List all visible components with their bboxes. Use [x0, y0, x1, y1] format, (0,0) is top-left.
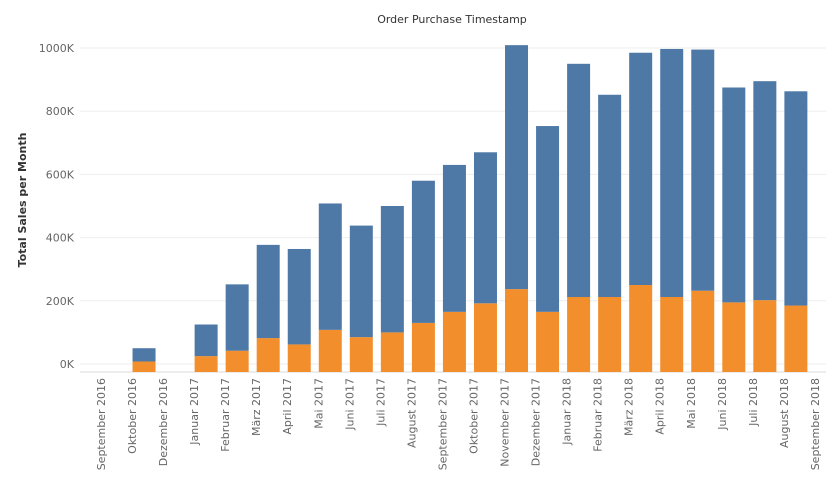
- bar-segment[interactable]: [629, 285, 653, 372]
- x-tick-label: Juli 2018: [747, 378, 760, 427]
- y-tick-label: 200K: [46, 295, 75, 308]
- bar-segment[interactable]: [194, 324, 218, 357]
- y-tick-label: 800K: [46, 105, 75, 118]
- x-tick-label: Oktober 2017: [467, 378, 480, 454]
- x-tick-label: September 2017: [436, 378, 449, 470]
- bar-segment[interactable]: [411, 322, 435, 372]
- bar-segment[interactable]: [753, 81, 777, 301]
- bar-segment[interactable]: [256, 244, 280, 339]
- y-axis-label: Total Sales per Month: [16, 133, 29, 268]
- x-tick-label: August 2017: [405, 378, 418, 448]
- bar-segment[interactable]: [567, 63, 591, 298]
- bar-segment[interactable]: [349, 225, 373, 338]
- y-tick-label: 400K: [46, 232, 75, 245]
- bar-segment[interactable]: [132, 348, 156, 362]
- y-tick-label: 0K: [60, 358, 75, 371]
- bars: [132, 45, 808, 372]
- bar-segment[interactable]: [380, 206, 404, 333]
- bar-segment[interactable]: [287, 248, 311, 345]
- bar-segment[interactable]: [536, 126, 560, 312]
- x-tick-label: September 2018: [809, 378, 822, 470]
- bar-segment[interactable]: [784, 91, 808, 306]
- y-axis: 0K 200K 400K 600K 800K 1000K: [39, 42, 75, 371]
- bar-segment[interactable]: [629, 52, 653, 285]
- bar-segment[interactable]: [473, 152, 497, 304]
- bar-segment[interactable]: [411, 180, 435, 323]
- bar-segment[interactable]: [505, 289, 529, 372]
- x-axis: September 2016 Oktober 2016 Dezember 2016 J…: [95, 378, 822, 470]
- x-tick-label: September 2016: [95, 378, 108, 470]
- bar-segment[interactable]: [442, 311, 466, 372]
- bar-segment[interactable]: [598, 94, 622, 298]
- bar-segment[interactable]: [598, 297, 622, 372]
- x-tick-label: Juli 2017: [374, 378, 387, 427]
- bar-segment[interactable]: [753, 300, 777, 372]
- bar-segment[interactable]: [442, 164, 466, 312]
- bar-segment[interactable]: [380, 332, 404, 372]
- x-tick-label: März 2017: [250, 378, 263, 436]
- bar-segment[interactable]: [660, 297, 684, 372]
- x-tick-label: Februar 2018: [592, 378, 605, 452]
- bar-segment[interactable]: [784, 305, 808, 372]
- bar-segment[interactable]: [194, 356, 218, 372]
- y-tick-label: 1000K: [39, 42, 75, 55]
- x-tick-label: Januar 2018: [561, 378, 574, 446]
- x-tick-label: Februar 2017: [219, 378, 232, 452]
- bar-segment[interactable]: [318, 203, 342, 330]
- chart-title: Order Purchase Timestamp: [377, 13, 527, 26]
- bar-segment[interactable]: [132, 361, 156, 372]
- bar-segment[interactable]: [473, 303, 497, 372]
- bar-segment[interactable]: [505, 45, 529, 290]
- bar-segment[interactable]: [349, 337, 373, 372]
- x-tick-label: Januar 2017: [188, 378, 201, 446]
- y-tick-label: 600K: [46, 168, 75, 181]
- x-tick-label: Juni 2017: [343, 378, 356, 431]
- bar-segment[interactable]: [225, 350, 249, 372]
- bar-segment[interactable]: [567, 297, 591, 372]
- bar-segment[interactable]: [691, 290, 715, 372]
- x-tick-label: November 2017: [499, 378, 512, 467]
- x-tick-label: April 2017: [281, 378, 294, 435]
- bar-segment[interactable]: [256, 338, 280, 372]
- x-tick-label: Mai 2018: [685, 378, 698, 429]
- x-tick-label: Oktober 2016: [126, 378, 139, 454]
- bar-segment[interactable]: [318, 329, 342, 372]
- bar-segment[interactable]: [722, 87, 746, 303]
- x-tick-label: Dezember 2016: [157, 378, 170, 466]
- x-tick-label: Juni 2018: [716, 378, 729, 431]
- x-tick-label: März 2018: [623, 378, 636, 436]
- bar-segment[interactable]: [722, 302, 746, 372]
- bar-segment[interactable]: [536, 311, 560, 372]
- x-tick-label: August 2018: [778, 378, 791, 448]
- x-tick-label: Mai 2017: [312, 378, 325, 429]
- x-tick-label: Dezember 2017: [530, 378, 543, 466]
- bar-segment[interactable]: [660, 48, 684, 298]
- bar-segment[interactable]: [225, 284, 249, 351]
- bar-segment[interactable]: [691, 49, 715, 291]
- x-tick-label: April 2018: [654, 378, 667, 435]
- bar-segment[interactable]: [287, 344, 311, 372]
